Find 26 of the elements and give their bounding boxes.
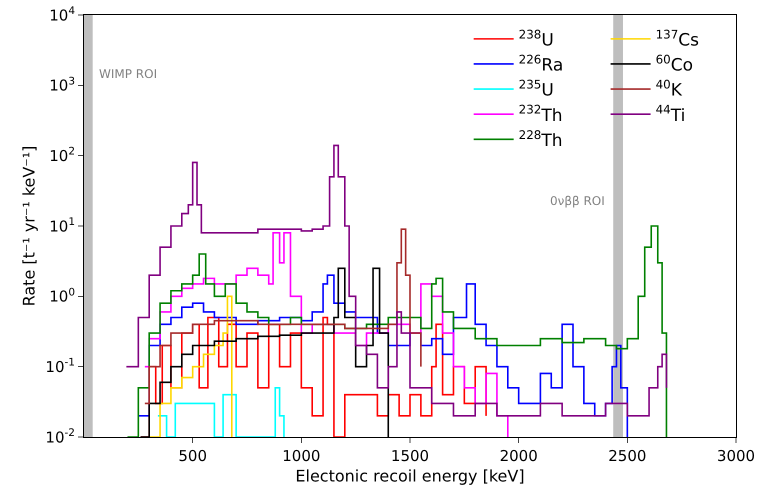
- x-tick-label: 500: [178, 447, 207, 465]
- x-axis-title: Electonic recoil energy [keV]: [295, 466, 525, 486]
- y-tick-label: 10$^{-1}$: [45, 356, 75, 376]
- legend-label: $^{60}$Co: [656, 52, 694, 76]
- legend-label: $^{235}$U: [518, 78, 554, 101]
- legend-label: $^{228}$Th: [518, 128, 563, 151]
- x-tick-label: 1500: [390, 447, 430, 465]
- legend-label: $^{226}$Ra: [518, 52, 564, 76]
- x-tick-label: 1000: [282, 447, 320, 465]
- x-tick-label: 3000: [716, 447, 756, 465]
- y-axis-title: Rate [t⁻¹ yr⁻¹ keV⁻¹]: [19, 146, 38, 306]
- y-tick-label: 10$^{4}$: [49, 4, 76, 24]
- legend-label: $^{137}$Cs: [656, 27, 700, 51]
- y-tick-label: 10$^{0}$: [49, 286, 75, 306]
- legend-label: $^{232}$Th: [518, 102, 563, 126]
- legend-label: $^{40}$K: [656, 78, 683, 101]
- x-tick-label: 2000: [500, 447, 538, 465]
- y-tick-label: 10$^{2}$: [49, 146, 75, 165]
- band-label: WIMP ROI: [99, 67, 158, 81]
- y-tick-label: 10$^{-2}$: [45, 426, 75, 446]
- legend-label: $^{238}$U: [518, 27, 554, 51]
- y-tick-label: 10$^{1}$: [49, 216, 75, 236]
- legend-label: $^{44}$Ti: [656, 102, 686, 126]
- x-tick-label: 2500: [608, 447, 646, 465]
- band-label: 0νββ ROI: [550, 194, 605, 208]
- y-tick-label: 10$^{3}$: [49, 75, 75, 95]
